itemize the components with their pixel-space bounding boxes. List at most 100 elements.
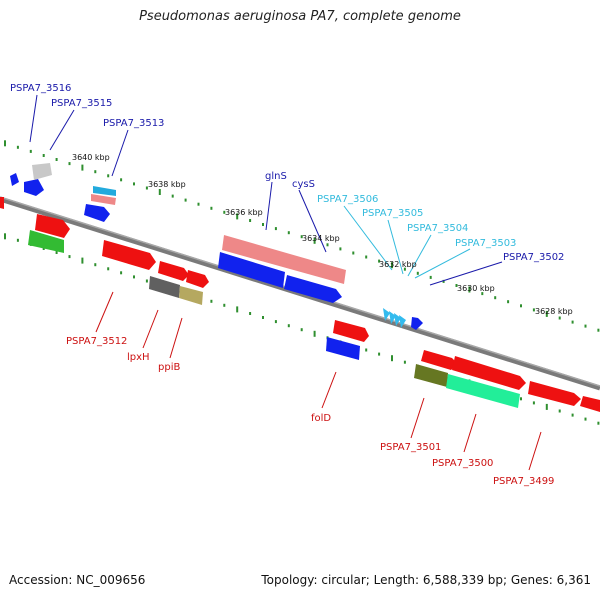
gene-blue-mid-2[interactable]	[284, 275, 342, 303]
gene-psp3503[interactable]	[399, 315, 406, 328]
scale-label: 3632 kbp	[379, 260, 417, 269]
gene-label: glnS	[265, 171, 287, 182]
gene-glnS[interactable]	[222, 235, 290, 269]
gene-psp3505[interactable]	[389, 311, 396, 324]
gene-lpxH[interactable]	[149, 276, 180, 298]
gene-red-left[interactable]	[35, 214, 70, 238]
gene-psp3513-blue[interactable]	[84, 204, 110, 222]
minor-tick	[507, 300, 510, 304]
gene-small-blue-left[interactable]	[10, 173, 19, 186]
minor-tick	[223, 303, 226, 307]
gene-psp3504[interactable]	[394, 313, 401, 326]
minor-tick	[403, 267, 406, 271]
gene-label: PSPA7_3505	[362, 208, 423, 219]
minor-tick	[68, 162, 71, 166]
minor-tick	[571, 413, 574, 417]
minor-tick	[223, 210, 226, 214]
gene-folD[interactable]	[326, 337, 360, 360]
gene-label: PSPA7_3502	[503, 252, 564, 263]
minor-tick	[262, 316, 264, 319]
major-tick	[236, 213, 239, 220]
major-tick	[545, 310, 548, 317]
minor-tick	[494, 296, 497, 300]
gene-psp3513-pink[interactable]	[91, 194, 116, 205]
scale-label: 3628 kbp	[535, 307, 573, 316]
gene-label: PSPA7_3506	[317, 194, 378, 205]
gene-psp3502[interactable]	[411, 317, 423, 330]
scale-label: 3638 kbp	[148, 180, 186, 189]
minor-tick	[326, 243, 329, 247]
minor-tick	[42, 247, 45, 250]
minor-tick	[16, 145, 19, 149]
minor-tick	[520, 304, 522, 308]
minor-tick	[455, 284, 458, 287]
accession-text: Accession: NC_009656	[9, 573, 146, 587]
minor-tick	[287, 231, 290, 235]
minor-tick	[16, 238, 19, 242]
minor-tick	[532, 401, 535, 405]
minor-tick	[262, 223, 264, 226]
minor-tick	[94, 263, 97, 267]
gene-label: PSPA7_3516	[10, 83, 71, 94]
gene-label: PSPA7_3499	[493, 476, 554, 487]
minor-tick	[300, 235, 303, 239]
minor-tick	[55, 158, 58, 161]
gene-blue-mid-1[interactable]	[218, 252, 285, 288]
gene-label: lpxH	[127, 352, 150, 363]
minor-tick	[352, 251, 355, 255]
gene-label: PSPA7_3504	[407, 223, 468, 234]
major-tick	[236, 306, 239, 313]
major-tick	[158, 189, 161, 195]
minor-tick	[42, 154, 45, 157]
gene-psp3516[interactable]	[32, 163, 52, 180]
major-tick	[468, 286, 471, 293]
gene-red-right-2[interactable]	[452, 356, 526, 390]
gene-psp3500[interactable]	[446, 374, 520, 408]
minor-tick	[597, 421, 600, 425]
minor-tick	[571, 320, 574, 324]
gene-cysS[interactable]	[290, 254, 346, 284]
gene-red-far-left[interactable]	[0, 197, 4, 209]
minor-tick	[365, 255, 368, 259]
major-tick	[391, 355, 393, 362]
gene-label: PSPA7_3513	[103, 118, 164, 129]
major-tick	[313, 237, 316, 244]
minor-tick	[210, 299, 213, 303]
gene-label: PSPA7_3515	[51, 98, 112, 109]
gene-psp3513-cyan[interactable]	[93, 186, 116, 196]
gene-psp3501[interactable]	[414, 364, 448, 387]
minor-tick	[532, 308, 535, 312]
minor-tick	[171, 194, 174, 198]
minor-tick	[287, 324, 290, 328]
major-tick	[4, 233, 6, 240]
minor-tick	[249, 219, 252, 222]
gene-green-left[interactable]	[28, 230, 64, 253]
minor-tick	[339, 247, 342, 251]
minor-tick	[94, 170, 97, 174]
gene-label: cysS	[292, 179, 315, 190]
minor-tick	[442, 279, 445, 283]
minor-tick	[274, 227, 277, 231]
minor-tick	[133, 182, 135, 186]
gene-label: PSPA7_3503	[455, 238, 516, 249]
gene-psp3506[interactable]	[383, 308, 390, 321]
minor-tick	[274, 320, 277, 324]
gene-red-small[interactable]	[186, 270, 209, 288]
gene-red-far-right[interactable]	[580, 396, 600, 412]
gene-psp3499[interactable]	[528, 381, 581, 406]
major-tick	[391, 262, 393, 269]
major-tick	[545, 403, 548, 410]
gene-label: ppiB	[158, 362, 180, 373]
gene-lpxH-red[interactable]	[158, 261, 189, 281]
minor-tick	[481, 292, 484, 296]
minor-tick	[597, 328, 600, 332]
major-tick	[313, 330, 316, 337]
gene-psp3512[interactable]	[102, 240, 156, 270]
gene-red-right-1[interactable]	[421, 350, 458, 370]
gene-ppiB[interactable]	[179, 286, 203, 305]
gene-folD-red[interactable]	[333, 320, 369, 342]
minor-tick	[55, 251, 58, 254]
scale-label: 3640 kbp	[72, 153, 110, 162]
gene-psp3515[interactable]	[24, 179, 44, 196]
scale-label: 3630 kbp	[457, 284, 495, 293]
